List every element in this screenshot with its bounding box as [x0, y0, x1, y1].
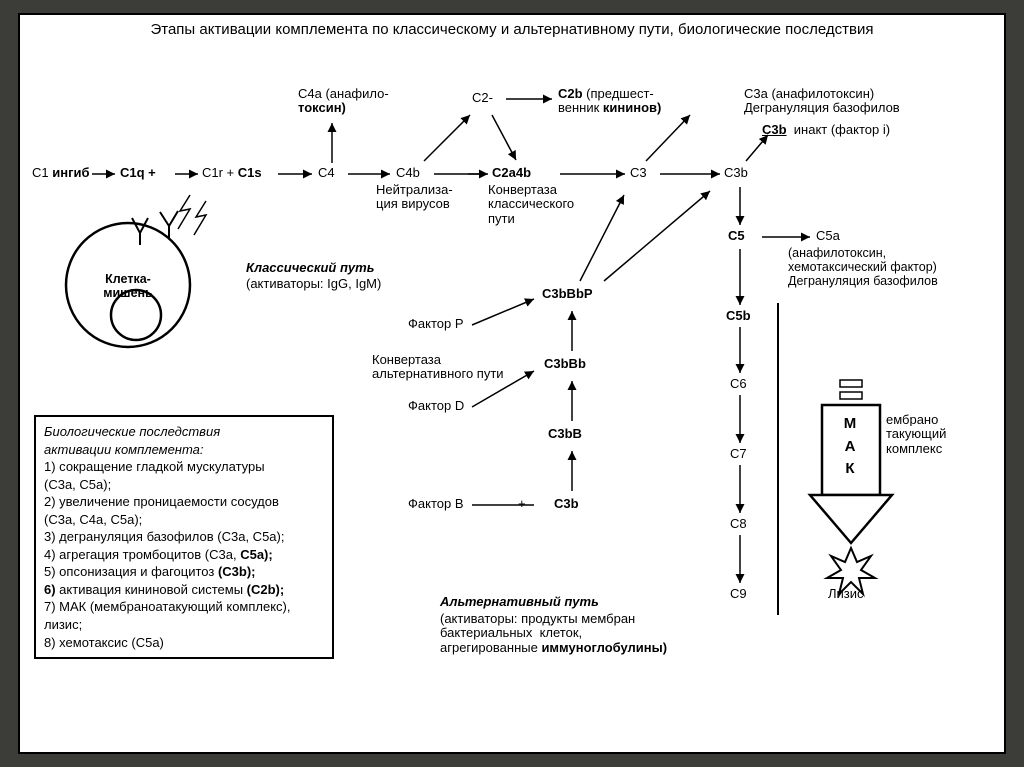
node-c5b: C5b [726, 309, 751, 323]
label-classical-sub: (активаторы: IgG, IgM) [246, 277, 381, 291]
bio-3: 3) дегрануляция базофилов (С3а, С5а); [44, 528, 324, 546]
node-c5: C5 [728, 229, 745, 243]
diagram-title: Этапы активации комплемента по классичес… [20, 21, 1004, 38]
node-c8: C8 [730, 517, 747, 531]
node-c1q: C1q + [120, 166, 156, 180]
label-c5a-desc: (анафилотоксин,хемотаксический фактор)Де… [788, 247, 998, 288]
label-c4b-sub: Нейтрализа-ция вирусов [376, 183, 476, 212]
node-c4b: C4b [396, 166, 420, 180]
diagram-paper: Этапы активации комплемента по классичес… [18, 13, 1006, 754]
bio-8: 8) хемотаксис (С5а) [44, 634, 324, 652]
node-c5a: C5a [816, 229, 840, 243]
node-c3bBbP: C3bBbP [542, 287, 593, 301]
node-c9: C9 [730, 587, 747, 601]
bio-5: 5) опсонизация и фагоцитоз (C3b); [44, 563, 324, 581]
label-factor-b: Фактор B [408, 497, 464, 511]
label-target-cell: Клетка-мишень [82, 273, 174, 301]
label-mak-desc: ембранотакующийкомплекс [886, 413, 996, 456]
label-alt-path: Альтернативный путь [440, 595, 599, 609]
bio-1: 1) сокращение гладкой мускулатуры(С3а, С… [44, 458, 324, 493]
node-c2b: C2b (предшест-венник кининов) [558, 87, 728, 116]
bio-4: 4) агрегация тромбоцитов (С3а, С5а); [44, 546, 324, 564]
app-frame: Этапы активации комплемента по классичес… [0, 0, 1024, 767]
node-c3b-inakt: C3b инакт (фактор i) [762, 123, 890, 137]
label-convertase-classic: Конвертазаклассическогопути [488, 183, 608, 226]
bio-consequences-box: Биологические последствияактивации компл… [34, 415, 334, 659]
node-c3bB: C3bB [548, 427, 582, 441]
label-classical-path: Классический путь [246, 261, 374, 275]
node-c2a4b: C2a4b [492, 166, 531, 180]
node-c2: C2- [472, 91, 492, 105]
node-c1-inhib: С1 С1 ингибингиб [32, 166, 90, 180]
node-c4: C4 [318, 166, 335, 180]
bio-6: 6) активация кининовой системы (C2b); [44, 581, 324, 599]
node-c1rs: C1r + C1s [202, 166, 262, 180]
node-c3b: C3b [724, 166, 748, 180]
bio-7: 7) МАК (мембраноатакующий комплекс),лизи… [44, 598, 324, 633]
bio-2: 2) увеличение проницаемости сосудов(С3а,… [44, 493, 324, 528]
label-factor-p: Фактор P [408, 317, 464, 331]
label-factor-d: Фактор D [408, 399, 464, 413]
node-plus: + [518, 497, 526, 511]
label-mak-letters: МАК [835, 413, 867, 481]
label-alt-sub: (активаторы: продукты мембранбактериальн… [440, 612, 700, 655]
label-lysis: Лизис [828, 587, 864, 601]
node-c6: C6 [730, 377, 747, 391]
bio-title: Биологические последствияактивации компл… [44, 423, 324, 458]
node-c3a: C3a (анафилотоксин)Дегрануляция базофило… [744, 87, 954, 116]
node-c3: C3 [630, 166, 647, 180]
node-c3bBb: C3bBb [544, 357, 586, 371]
node-c3b-alt: C3b [554, 497, 579, 511]
label-convertase-alt: Конвертазаальтернативного пути [372, 353, 542, 382]
node-c4a: C4a (анафило-токсин) [298, 87, 418, 116]
node-c7: C7 [730, 447, 747, 461]
